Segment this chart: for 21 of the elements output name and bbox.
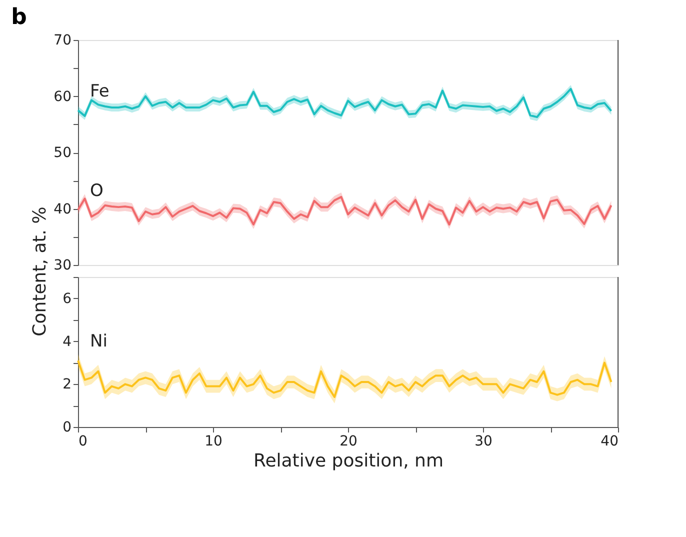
x-axis-title: Relative position, nm xyxy=(254,450,444,472)
series-label: Ni xyxy=(90,332,108,352)
x-tick-label: 0 xyxy=(78,434,88,450)
y-tick-label: 4 xyxy=(62,334,72,350)
y-tick-label: 30 xyxy=(54,258,72,274)
y-tick-label: 50 xyxy=(54,145,72,161)
x-tick-label: 40 xyxy=(600,434,618,450)
line-series xyxy=(77,360,612,398)
series-label: O xyxy=(90,180,104,201)
chart-title: b xyxy=(11,5,27,30)
x-tick-label: 10 xyxy=(204,434,222,450)
y-tick-label: 2 xyxy=(62,376,72,393)
y-tick-label: 6 xyxy=(62,290,72,307)
x-tick-label: 30 xyxy=(474,434,492,450)
y-tick-label: 0 xyxy=(62,420,72,436)
y-tick-label: 40 xyxy=(54,201,72,218)
series-label: Fe xyxy=(90,81,110,102)
y-tick-label: 60 xyxy=(54,88,72,105)
x-tick-label: 20 xyxy=(340,434,358,450)
y-tick-label: 70 xyxy=(54,32,72,48)
y-axis-title: Content, at. % xyxy=(30,206,51,336)
